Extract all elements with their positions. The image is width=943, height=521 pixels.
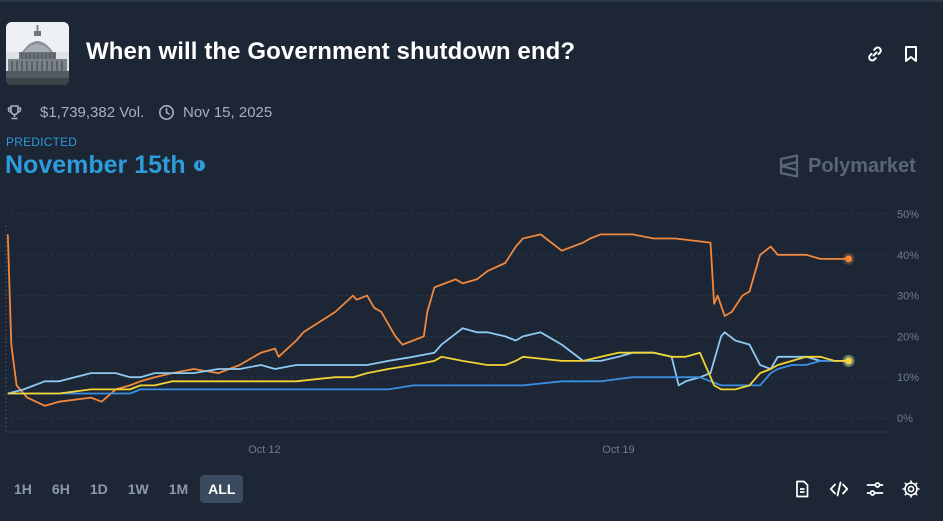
info-icon[interactable]: i (193, 160, 205, 171)
end-date-meta: Nov 15, 2025 (158, 101, 272, 123)
range-1w-button[interactable]: 1W (127, 481, 149, 497)
settings-gear-icon[interactable] (901, 479, 921, 499)
range-all-button[interactable]: ALL (200, 475, 244, 503)
time-range-selector: 1H 6H 1D 1W 1M ALL (6, 474, 247, 504)
range-6h-button[interactable]: 6H (51, 481, 70, 497)
series-line-2 (7, 359, 849, 395)
series-end-point-3 (845, 357, 853, 365)
volume-text: $1,739,382 Vol. (40, 103, 145, 121)
series-end-point-0 (845, 255, 853, 263)
brand-name: Polymarket (808, 154, 916, 177)
y-tick-label: 40% (897, 250, 919, 262)
y-tick-label: 30% (897, 291, 919, 303)
document-icon[interactable] (792, 479, 812, 499)
y-tick-label: 20% (897, 331, 919, 343)
range-1d-button[interactable]: 1D (89, 481, 108, 497)
predicted-outcome[interactable]: November 15th i (5, 151, 205, 180)
y-tick-label: 10% (897, 372, 919, 384)
bookmark-icon[interactable] (901, 44, 921, 64)
capitol-building-image (6, 22, 69, 85)
trophy-icon (7, 104, 22, 119)
market-title: When will the Government shutdown end? (86, 38, 576, 65)
x-tick-label: Oct 19 (602, 444, 634, 456)
volume-meta: $1,739,382 Vol. (6, 101, 144, 123)
series-line-3 (7, 351, 849, 395)
x-tick-label: Oct 12 (248, 444, 280, 456)
polymarket-logo-icon (779, 154, 799, 178)
predicted-label: PREDICTED (6, 135, 78, 149)
series-line-1 (7, 327, 849, 395)
series-line-0 (6, 233, 849, 407)
top-border (0, 0, 943, 2)
polymarket-brand: Polymarket (778, 154, 916, 178)
y-tick-label: 0% (897, 413, 913, 425)
embed-code-icon[interactable] (829, 479, 849, 499)
link-icon[interactable] (865, 44, 885, 64)
y-tick-label: 50% (897, 209, 919, 221)
range-1h-button[interactable]: 1H (14, 481, 32, 497)
price-history-chart[interactable]: 0% 10% 20% 30% 40% 50% Oct 12 Oct 19 (0, 200, 943, 460)
clock-icon (159, 104, 174, 120)
predicted-outcome-text: November 15th (5, 151, 186, 179)
sliders-icon[interactable] (865, 479, 885, 499)
range-1m-button[interactable]: 1M (168, 481, 189, 497)
end-date-text: Nov 15, 2025 (183, 103, 273, 121)
